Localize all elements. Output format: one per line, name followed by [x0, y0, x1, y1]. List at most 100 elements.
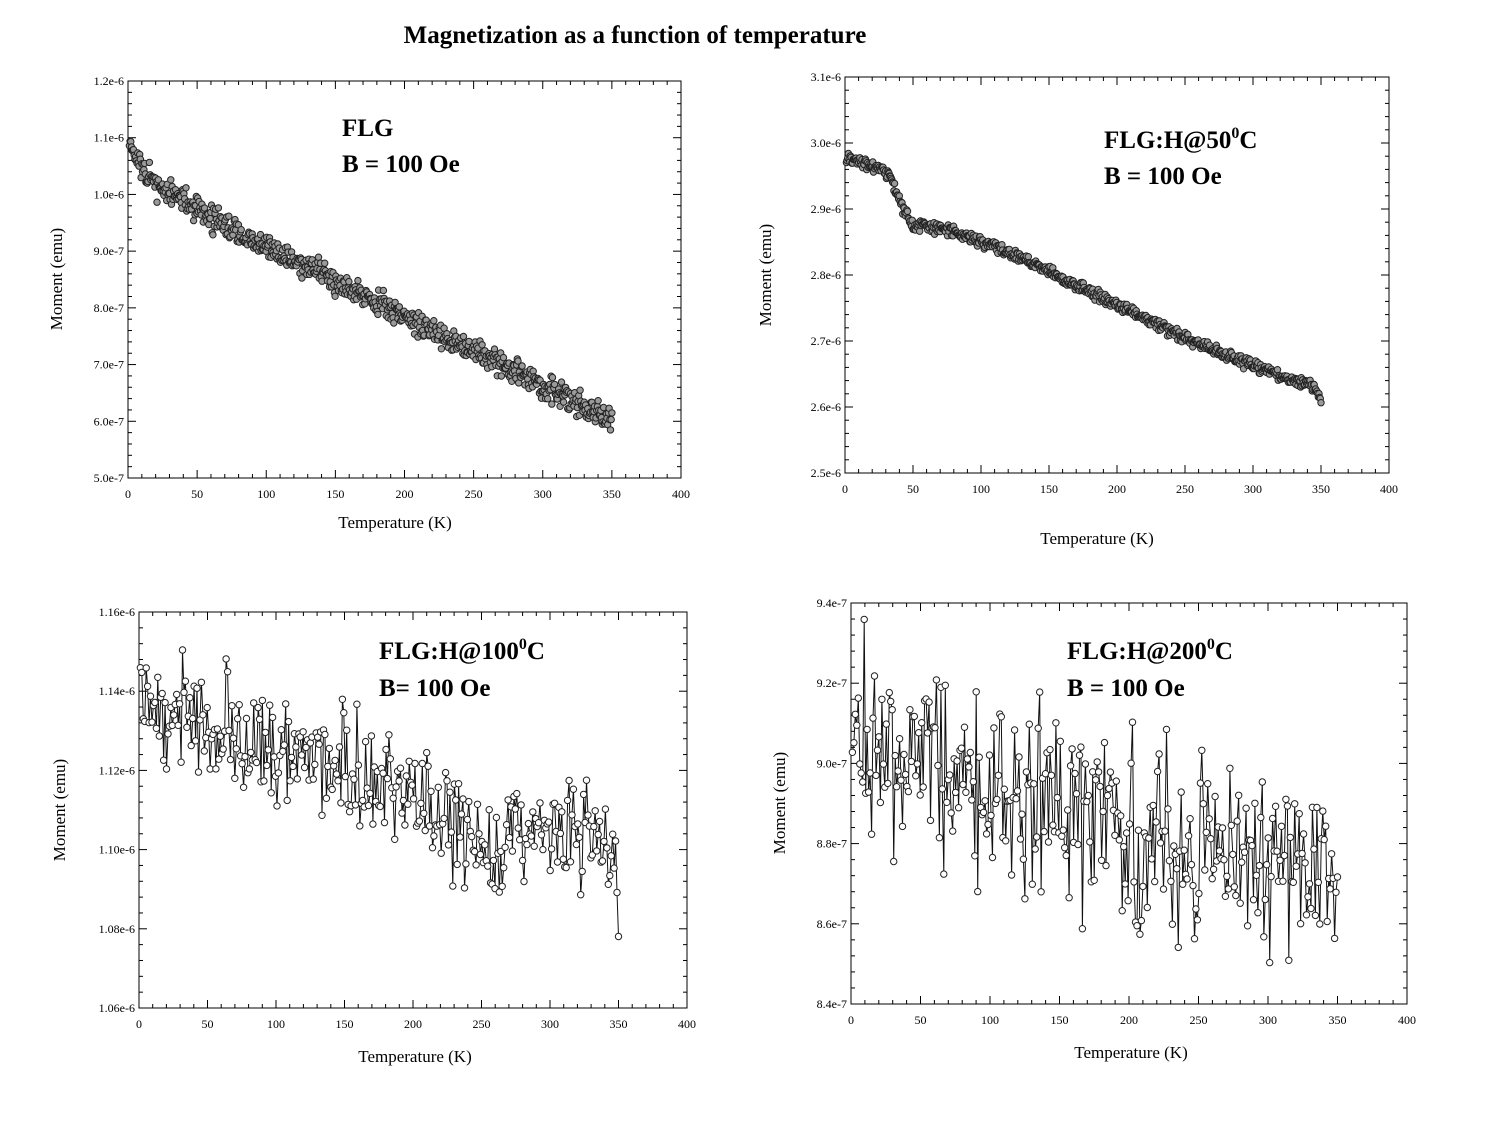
data-point	[1282, 795, 1290, 803]
data-point	[1307, 904, 1315, 913]
data-point	[1292, 862, 1300, 870]
data-point	[292, 743, 300, 751]
data-point	[396, 764, 405, 772]
chart-panel-top-left: 0 50 100 150 200 250 300 350 400 5.0e-7 6.0e-7 7.0e…	[47, 74, 690, 532]
data-point	[231, 774, 239, 782]
data-point	[152, 724, 161, 732]
data-point	[566, 858, 575, 866]
data-point	[1240, 848, 1249, 856]
data-point	[321, 259, 329, 267]
data-point	[895, 735, 904, 743]
data-point	[856, 760, 864, 768]
data-point	[298, 274, 306, 282]
data-point	[1249, 896, 1258, 904]
data-point	[529, 808, 537, 816]
data-point	[916, 791, 924, 799]
data-point	[424, 762, 432, 770]
data-point	[1148, 855, 1156, 863]
data-point	[1289, 878, 1298, 886]
data-point	[340, 709, 348, 717]
data-point	[613, 888, 621, 897]
data-point	[546, 866, 554, 875]
data-point	[239, 783, 248, 791]
data-point	[1179, 880, 1187, 888]
data-point	[189, 714, 197, 723]
data-point	[1211, 792, 1219, 801]
data-point	[367, 732, 376, 740]
data-point	[1221, 892, 1230, 900]
data-point	[1100, 738, 1109, 747]
data-point	[1096, 782, 1104, 791]
y-tick-label: 1.2e-6	[94, 74, 124, 88]
data-point	[225, 212, 233, 220]
data-point	[887, 697, 895, 706]
data-point	[273, 802, 281, 810]
data-point	[489, 856, 498, 865]
data-point	[193, 684, 201, 692]
data-point	[565, 776, 573, 785]
data-point	[345, 808, 354, 816]
data-point	[379, 769, 387, 777]
data-point	[164, 730, 172, 738]
data-point	[374, 310, 382, 319]
data-point	[1061, 844, 1069, 852]
y-tick-label: 8.0e-7	[94, 301, 124, 315]
data-point	[568, 811, 576, 819]
data-point	[966, 748, 974, 757]
data-point	[1248, 841, 1256, 850]
data-point	[216, 732, 225, 740]
data-point	[383, 774, 392, 783]
data-point	[343, 726, 351, 734]
data-point	[1062, 851, 1070, 860]
data-point	[1173, 865, 1181, 873]
data-point	[524, 819, 533, 828]
data-point	[1187, 860, 1196, 869]
x-tick-label: 200	[396, 487, 414, 501]
data-point	[1317, 399, 1325, 407]
y-tick-label: 2.8e-6	[811, 268, 841, 282]
data-point	[1149, 801, 1157, 810]
data-point	[1232, 891, 1240, 900]
data-point	[382, 745, 390, 754]
data-point	[1280, 851, 1289, 860]
data-point	[206, 214, 214, 223]
data-point	[395, 777, 403, 785]
data-point	[1242, 804, 1250, 812]
data-point	[1118, 907, 1126, 915]
data-point	[1103, 791, 1112, 800]
data-point	[1316, 920, 1324, 928]
data-point	[245, 765, 254, 773]
data-point	[465, 797, 473, 806]
data-point	[376, 802, 384, 811]
data-point	[337, 799, 345, 807]
data-point	[1220, 856, 1228, 864]
data-point	[1193, 916, 1202, 924]
data-point	[430, 832, 438, 840]
data-point	[475, 830, 483, 838]
data-point	[354, 761, 363, 769]
y-tick-label: 2.6e-6	[811, 400, 841, 414]
data-point	[154, 673, 162, 681]
x-tick-label: 350	[603, 487, 621, 501]
data-point	[186, 694, 194, 702]
data-point	[380, 818, 389, 827]
data-point	[1064, 806, 1072, 814]
data-point	[1299, 830, 1308, 838]
y-tick-label: 1.14e-6	[99, 684, 135, 698]
data-point	[550, 380, 559, 389]
data-point	[558, 808, 566, 816]
data-point	[287, 753, 296, 762]
data-point	[173, 690, 181, 699]
data-point	[402, 772, 410, 780]
data-point	[1327, 850, 1336, 858]
data-point	[593, 847, 601, 855]
data-point	[548, 400, 556, 408]
data-point	[462, 860, 470, 868]
data-point	[1092, 776, 1100, 784]
x-tick-label: 350	[1329, 1013, 1347, 1027]
x-tick-label: 100	[267, 1017, 285, 1031]
data-point	[427, 787, 435, 795]
data-point	[194, 768, 203, 776]
data-point	[1286, 833, 1295, 842]
